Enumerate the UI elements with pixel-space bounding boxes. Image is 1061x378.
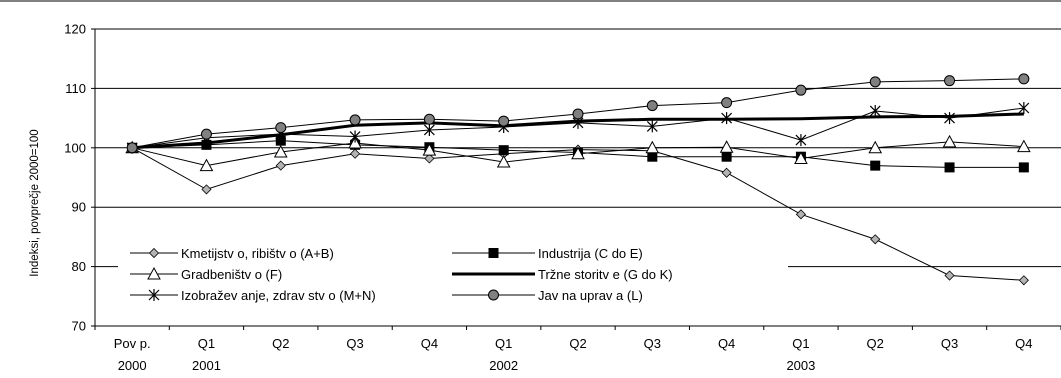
- data-point: [201, 139, 212, 150]
- data-point: [350, 148, 361, 159]
- top-border: [0, 0, 1061, 2]
- data-point: [1018, 275, 1029, 286]
- data-point: [645, 140, 660, 154]
- legend-label: Tržne storitv e (G do K): [538, 267, 673, 282]
- data-point: [869, 76, 881, 88]
- y-tick-label: 110: [65, 81, 86, 96]
- data-point: [721, 167, 732, 178]
- x-tick-label: Q3: [346, 336, 363, 351]
- data-point: [201, 184, 212, 195]
- data-point: [498, 115, 510, 127]
- data-point: [199, 158, 214, 172]
- legend-background: [118, 236, 788, 316]
- legend: Kmetijstv o, ribištv o (A+B) Industrija (…: [118, 236, 788, 316]
- data-point: [868, 140, 883, 154]
- data-point: [126, 142, 138, 154]
- data-point: [1017, 139, 1031, 153]
- x-year-label: 2002: [489, 358, 518, 373]
- legend-item: Gradbeništv o (F): [130, 266, 282, 282]
- data-point: [200, 128, 212, 140]
- series-group: [125, 73, 1031, 286]
- data-point: [496, 155, 511, 168]
- axes: 70 80 90 100 110 120 Pov p. Q1 Q2 Q3 Q4 Q1 Q2 Q3 Q4 Q1 Q…: [64, 22, 1061, 373]
- data-point: [721, 97, 733, 109]
- data-point: [870, 160, 881, 171]
- x-tick-label: Q1: [198, 336, 215, 351]
- data-point: [571, 146, 585, 160]
- data-point: [275, 160, 286, 171]
- x-tick-label: Q1: [495, 336, 512, 351]
- legend-label: Jav na uprav a (L): [538, 288, 643, 303]
- data-point: [349, 114, 361, 126]
- data-point: [646, 100, 658, 112]
- legend-item: Tržne storitv e (G do K): [452, 267, 673, 282]
- data-point: [273, 144, 288, 158]
- data-point: [942, 134, 957, 148]
- data-point: [348, 136, 362, 149]
- x-tick-label: Q4: [421, 336, 438, 351]
- legend-label: Kmetijstv o, ribištv o (A+B): [181, 246, 334, 261]
- y-tick-label: 90: [72, 200, 86, 215]
- legend-label: Industrija (C do E): [538, 246, 643, 261]
- y-tick-label: 70: [72, 319, 86, 334]
- legend-marker: [488, 289, 499, 301]
- data-point: [423, 113, 435, 125]
- data-point: [795, 134, 807, 147]
- data-point: [275, 135, 286, 146]
- data-point: [1018, 162, 1029, 173]
- data-point: [275, 122, 287, 134]
- x-year-label: 2001: [192, 358, 221, 373]
- data-point: [424, 153, 435, 164]
- x-tick-label: Q1: [792, 336, 809, 351]
- data-point: [795, 209, 806, 220]
- data-point: [944, 75, 956, 87]
- series-2: [125, 134, 1031, 172]
- x-tick-label: Q2: [272, 336, 289, 351]
- x-tick-label: Q3: [644, 336, 661, 351]
- data-point: [794, 151, 808, 164]
- y-tick-label: 120: [64, 22, 86, 37]
- data-point: [647, 151, 658, 162]
- data-point: [721, 112, 733, 125]
- x-year-label: 2000: [118, 358, 147, 373]
- data-point: [572, 108, 584, 120]
- data-point: [349, 130, 361, 143]
- x-tick-label: Q2: [867, 336, 884, 351]
- data-point: [423, 123, 435, 136]
- data-point: [944, 162, 955, 173]
- x-tick-label: Q2: [569, 336, 586, 351]
- legend-marker: [148, 289, 160, 301]
- data-point: [870, 234, 881, 245]
- legend-marker: [147, 266, 161, 280]
- y-tick-label: 100: [64, 140, 86, 155]
- legend-item: Industrija (C do E): [452, 246, 643, 261]
- legend-marker: [488, 248, 499, 258]
- data-point: [1018, 73, 1030, 85]
- series-5: [126, 73, 1030, 154]
- legend-item: Izobražev anje, zdrav stv o (M+N): [130, 288, 376, 303]
- y-axis-label: Indeksi, povprečje 2000=100: [29, 129, 41, 276]
- x-tick-label: Q3: [941, 336, 958, 351]
- data-point: [869, 104, 881, 117]
- data-point: [944, 270, 955, 281]
- data-point: [719, 140, 734, 153]
- x-tick-label: Q4: [1015, 336, 1032, 351]
- y-tick-label: 80: [72, 259, 86, 274]
- data-point: [498, 145, 509, 156]
- data-point: [1018, 102, 1030, 115]
- x-tick-label: Pov p.: [114, 336, 151, 351]
- legend-label: Izobražev anje, zdrav stv o (M+N): [181, 288, 376, 303]
- data-point: [944, 112, 955, 125]
- legend-item: Kmetijstv o, ribištv o (A+B): [130, 246, 334, 261]
- data-point: [646, 120, 658, 133]
- data-point: [795, 84, 807, 96]
- data-point: [422, 143, 437, 156]
- legend-label: Gradbeništv o (F): [181, 267, 282, 282]
- legend-item: Jav na uprav a (L): [452, 288, 643, 303]
- data-point: [721, 151, 732, 162]
- legend-marker: [148, 247, 160, 259]
- x-year-label: 2003: [786, 358, 815, 373]
- x-tick-label: Q4: [718, 336, 735, 351]
